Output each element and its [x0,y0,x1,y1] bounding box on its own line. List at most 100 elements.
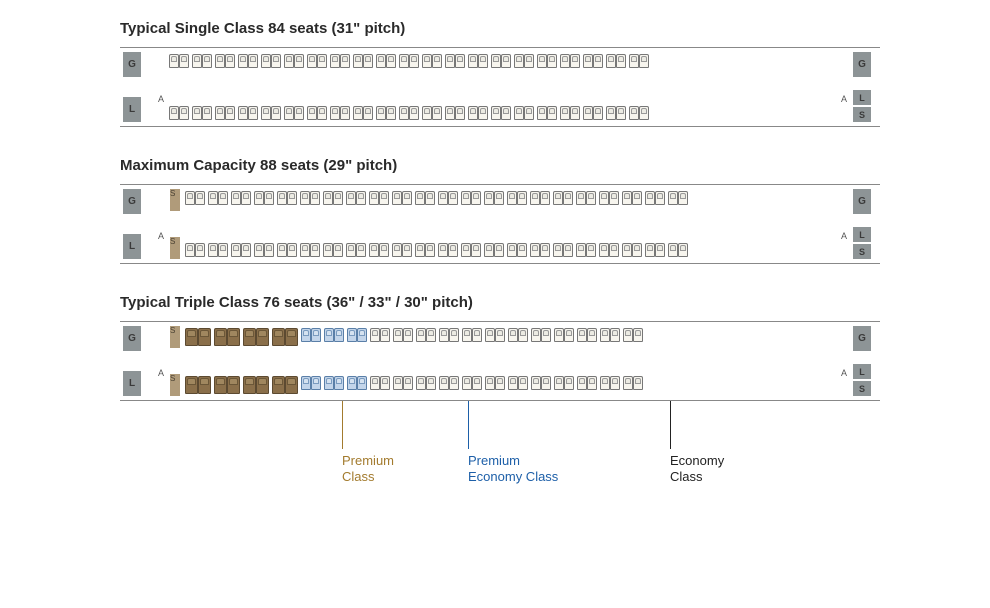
seat-pair [422,106,442,120]
legend: PremiumClassPremiumEconomy ClassEconomyC… [120,431,990,491]
storage-block: S [170,374,180,396]
seat-prem [214,376,227,394]
seat-pair [623,328,643,346]
seat-pair [376,106,396,120]
aft-door: A [838,322,850,400]
seat-pair [668,243,688,257]
seat-econ [448,191,458,205]
seat-econ [531,328,541,342]
seat-pair [445,106,465,120]
seat-pair [399,106,419,120]
seat-pair [531,328,551,346]
seat-econ [668,191,678,205]
rear-bottom: LS [853,364,877,396]
seat-econ [402,243,412,257]
rear-block: G [853,326,871,351]
seat-econ [564,376,574,390]
seat-econ [517,191,527,205]
seat-pair [192,106,212,120]
storage-bay: SS [167,185,183,263]
seat-pair [208,243,228,257]
seat-econ [392,191,402,205]
rear-top: G [853,52,877,77]
galley-block: G [123,189,141,214]
seat-pair [491,106,511,120]
seat-econ [468,106,478,120]
seat-pair [261,106,281,120]
seat-econ [185,243,195,257]
seat-econ [376,106,386,120]
legend-connector [468,401,469,449]
seat-econ [495,376,505,390]
seat-prem [243,328,256,346]
seat-pair [622,243,642,257]
seat-econ [426,376,436,390]
seat-econ [583,106,593,120]
seat-econ [587,376,597,390]
seat-econ [248,106,258,120]
legend-label: Economy Class [468,469,558,485]
a-label: A [158,368,164,378]
seat-pe [347,376,357,390]
seat-econ [386,54,396,68]
seat-econ [287,191,297,205]
seat-econ [600,376,610,390]
a-label: A [158,231,164,241]
rear-block: S [853,381,871,396]
seat-pair [301,328,321,346]
seat-pair [576,243,596,257]
seat-pe [347,328,357,342]
seat-econ [577,376,587,390]
seat-econ [639,54,649,68]
seat-econ [202,106,212,120]
seat-pair [645,243,665,257]
seat-pair [577,376,597,394]
seat-econ [576,243,586,257]
aft-door: A [838,185,850,263]
seat-econ [616,106,626,120]
seat-econ [261,106,271,120]
seat-prem [198,328,211,346]
seat-pair [346,191,366,205]
front-bay: GL [120,322,155,400]
forward-door: A [155,185,167,263]
seat-econ [208,191,218,205]
storage-block: S [170,189,180,211]
seat-econ [261,54,271,68]
seat-econ [369,191,379,205]
seat-pair [507,243,527,257]
seat-econ [330,54,340,68]
seat-econ [593,106,603,120]
seat-econ [353,54,363,68]
seat-econ [471,191,481,205]
seat-pe [357,328,367,342]
seat-pair [583,54,603,68]
seat-pair [461,191,481,205]
seat-zone [183,322,838,400]
seat-pair [553,191,573,205]
seat-pair [392,243,412,257]
seat-econ [254,243,264,257]
seat-econ [599,243,609,257]
legend-item-pe: PremiumEconomy Class [468,451,558,486]
seat-pair [416,328,436,346]
seat-econ [530,243,540,257]
seat-econ [462,376,472,390]
seat-econ [415,243,425,257]
seat-econ [323,191,333,205]
seat-econ [195,191,205,205]
seat-pair [369,191,389,205]
seat-econ [399,106,409,120]
seat-pair [530,243,550,257]
seat-prem [256,328,269,346]
seat-econ [495,328,505,342]
seat-pair [323,191,343,205]
seat-pair [231,243,251,257]
seat-pair [415,243,435,257]
seat-econ [202,54,212,68]
seat-econ [518,376,528,390]
seat-pair [254,191,274,205]
seat-econ [409,54,419,68]
seat-econ [645,243,655,257]
seat-pair [261,54,281,68]
